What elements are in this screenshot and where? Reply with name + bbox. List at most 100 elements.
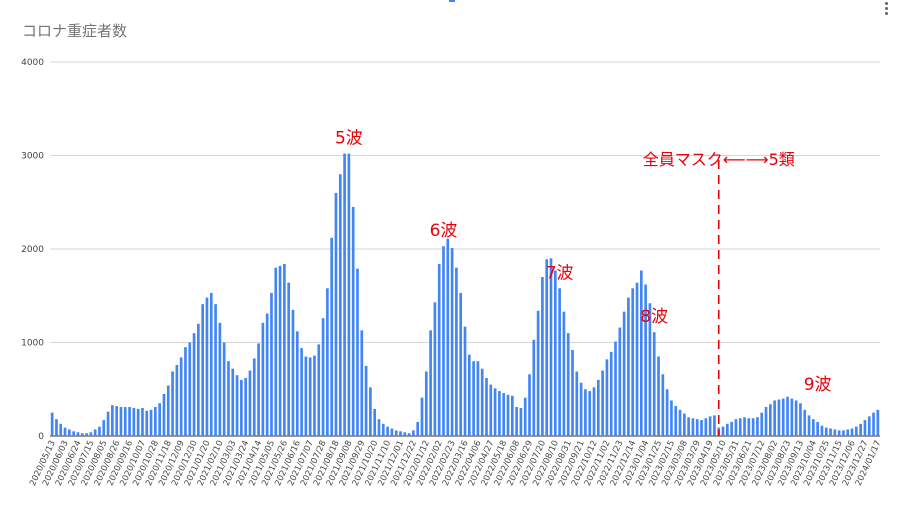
y-tick-label: 1000 [21, 339, 44, 349]
bar [158, 403, 161, 436]
bar [459, 292, 463, 436]
bar [145, 410, 149, 436]
bar [846, 429, 850, 436]
bar [837, 430, 841, 436]
bar [128, 407, 131, 436]
bar [807, 415, 811, 436]
bar [446, 238, 450, 436]
bar [111, 405, 114, 436]
bar [222, 342, 226, 436]
chart-title: コロナ重症者数 [22, 22, 128, 40]
bar [674, 406, 678, 436]
bar [102, 420, 106, 436]
bar [85, 433, 88, 436]
bar [842, 430, 845, 436]
bar [769, 404, 772, 436]
bar [231, 368, 235, 436]
bar [687, 417, 690, 436]
bar [283, 263, 286, 436]
top-indicator [449, 0, 455, 2]
bar [343, 153, 346, 436]
bar [373, 408, 377, 436]
bar [381, 423, 385, 436]
bar [175, 364, 179, 436]
bar [622, 311, 626, 436]
bar [812, 419, 815, 436]
bar [472, 361, 475, 436]
bar [493, 388, 497, 436]
bar [55, 419, 58, 436]
bar [708, 416, 712, 436]
bar [760, 412, 764, 436]
bar [790, 398, 794, 436]
bar [68, 429, 71, 436]
bar [734, 419, 738, 436]
bar [334, 192, 338, 436]
bar [76, 432, 80, 436]
bar [824, 427, 828, 436]
bar [833, 429, 837, 436]
bar [614, 341, 617, 436]
bar [166, 385, 170, 436]
bar [721, 426, 725, 436]
bar [313, 355, 316, 436]
bar [506, 394, 510, 436]
bar [738, 418, 742, 436]
bar [627, 297, 630, 436]
bar [351, 206, 355, 436]
bar [476, 361, 480, 436]
wave-label: 5波 [335, 129, 363, 149]
bar [287, 282, 291, 436]
bar [657, 356, 660, 436]
bar [201, 304, 205, 436]
bar [549, 258, 553, 436]
bar [829, 428, 832, 436]
more-options-icon[interactable] [880, 2, 892, 20]
wave-label: 7波 [546, 263, 574, 283]
bar [141, 407, 144, 436]
bar [149, 409, 153, 436]
bar [119, 407, 123, 436]
bar [369, 387, 372, 436]
bar [872, 412, 875, 436]
bar [278, 265, 282, 436]
bar [403, 432, 407, 436]
bar [437, 263, 441, 436]
bar [794, 400, 798, 436]
bar [304, 356, 308, 436]
bar [528, 374, 531, 436]
bar [356, 268, 359, 436]
bar [442, 246, 445, 436]
y-tick-label: 3000 [21, 152, 44, 162]
bar [235, 375, 239, 436]
bar [536, 310, 540, 436]
bar [240, 379, 243, 436]
bar [700, 420, 703, 436]
bar [781, 398, 785, 436]
bar [248, 370, 252, 436]
bar [80, 433, 84, 436]
bar [188, 342, 192, 436]
bar [192, 333, 196, 436]
bar [317, 344, 321, 436]
bar [855, 426, 858, 436]
bar [631, 288, 635, 436]
bar [571, 349, 574, 436]
wave-label: 6波 [430, 221, 458, 241]
bar [867, 416, 871, 436]
bar [588, 391, 592, 436]
bar [274, 267, 278, 436]
y-tick-label: 2000 [21, 245, 44, 255]
wave-label: 9波 [804, 375, 832, 395]
bar [704, 418, 708, 436]
bar [665, 389, 669, 436]
bar [455, 267, 458, 436]
bar [786, 396, 789, 436]
bar [205, 297, 209, 436]
bar [876, 409, 880, 436]
bar [364, 365, 368, 436]
bar [713, 415, 716, 436]
bar [450, 248, 454, 436]
bar [386, 426, 389, 436]
bar [106, 411, 110, 436]
